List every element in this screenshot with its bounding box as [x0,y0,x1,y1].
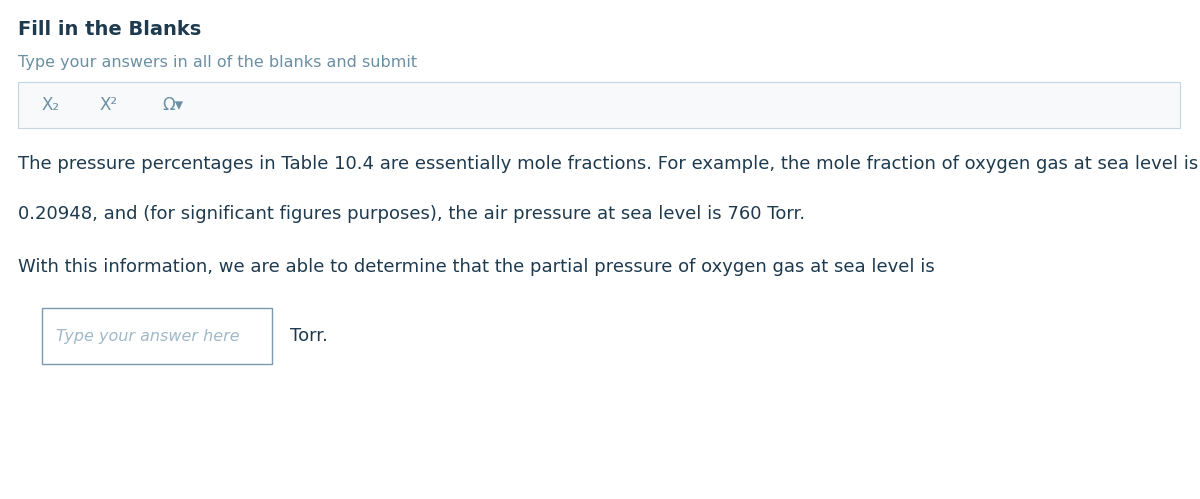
Text: X₂: X₂ [42,96,60,114]
Text: Ω▾: Ω▾ [162,96,184,114]
Text: The pressure percentages in Table 10.4 are essentially mole fractions. For examp: The pressure percentages in Table 10.4 a… [18,155,1199,173]
Text: Type your answers in all of the blanks and submit: Type your answers in all of the blanks a… [18,55,418,70]
Text: Fill in the Blanks: Fill in the Blanks [18,20,202,39]
Text: Torr.: Torr. [290,327,328,345]
Text: Type your answer here: Type your answer here [56,328,240,343]
Text: 0.20948, and (for significant figures purposes), the air pressure at sea level i: 0.20948, and (for significant figures pu… [18,205,805,223]
Text: With this information, we are able to determine that the partial pressure of oxy: With this information, we are able to de… [18,258,935,276]
FancyBboxPatch shape [42,308,272,364]
FancyBboxPatch shape [18,82,1180,128]
Text: X²: X² [100,96,118,114]
